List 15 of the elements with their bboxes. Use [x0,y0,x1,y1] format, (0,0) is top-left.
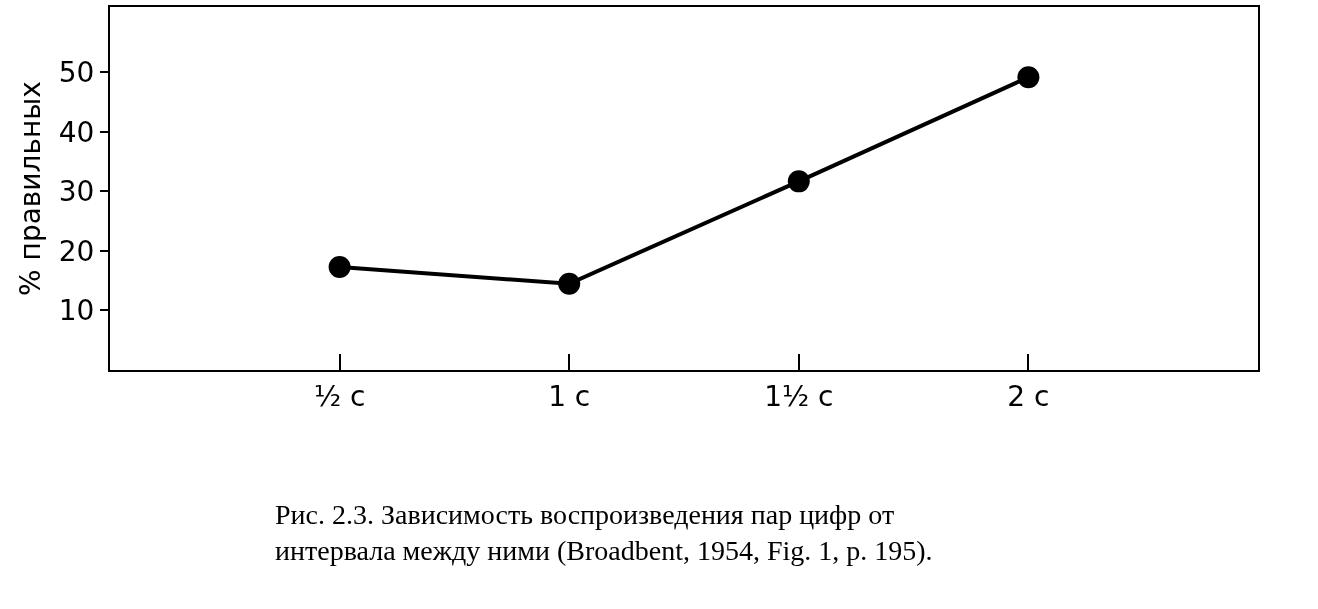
text: Рис. 2.3. Зависимость воспроизведения пар цифр от интервала между ними (Broadbent, 1954, Fig. 1, p. 195). [275,499,933,567]
point [1017,66,1040,89]
y-tick-label: 40 [58,115,95,149]
y-tick-label: 30 [58,175,95,209]
point [558,272,581,295]
point [787,170,810,193]
x-tick-label: ½ с [313,379,366,413]
y-tick-label: 10 [58,294,95,328]
x-tick-label: 2 с [1007,379,1050,413]
x-tick-label: 1 с [548,379,591,413]
y-tick-label: 20 [58,234,95,268]
y-axis-title: % правильных [13,81,47,296]
x-tick-label: 1½ с [764,379,834,413]
y-tick-label: 50 [58,56,95,90]
point [328,256,351,279]
